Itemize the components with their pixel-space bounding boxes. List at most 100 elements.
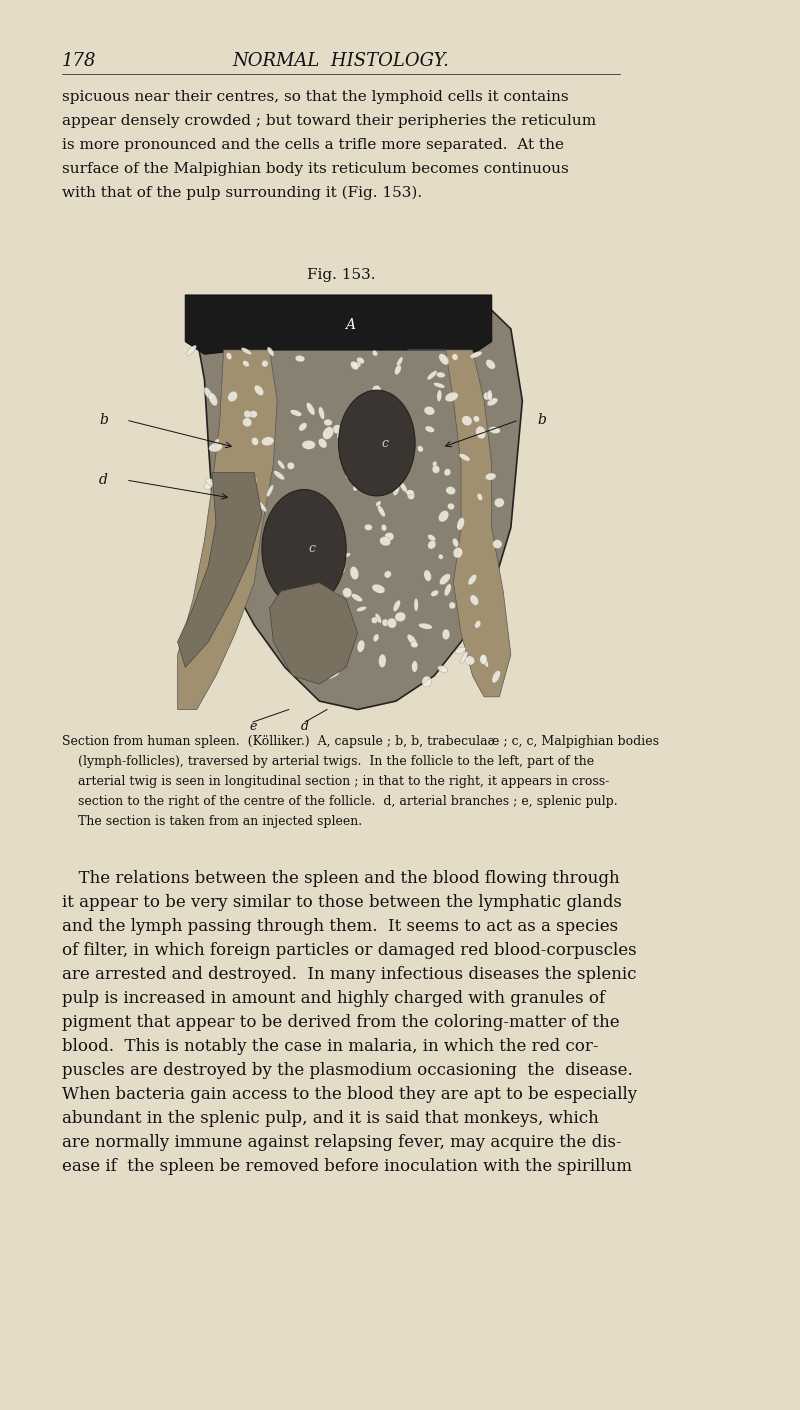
Text: d: d — [99, 472, 108, 486]
Ellipse shape — [209, 392, 218, 406]
Ellipse shape — [226, 352, 232, 360]
Text: abundant in the splenic pulp, and it is said that monkeys, which: abundant in the splenic pulp, and it is … — [62, 1110, 598, 1127]
Text: The section is taken from an injected spleen.: The section is taken from an injected sp… — [62, 815, 362, 828]
Text: d: d — [301, 721, 309, 733]
Ellipse shape — [332, 568, 338, 574]
Polygon shape — [186, 295, 492, 354]
Ellipse shape — [358, 419, 366, 429]
Ellipse shape — [430, 591, 438, 596]
Ellipse shape — [428, 540, 436, 548]
Ellipse shape — [460, 651, 468, 664]
Text: c: c — [382, 437, 388, 450]
Ellipse shape — [449, 602, 455, 609]
Ellipse shape — [384, 571, 391, 578]
Ellipse shape — [474, 416, 479, 422]
Ellipse shape — [424, 570, 431, 581]
Ellipse shape — [376, 501, 381, 506]
Ellipse shape — [438, 510, 449, 522]
Ellipse shape — [397, 357, 403, 367]
Ellipse shape — [486, 360, 495, 369]
Ellipse shape — [302, 440, 315, 450]
Ellipse shape — [410, 642, 418, 647]
Ellipse shape — [297, 539, 304, 547]
Ellipse shape — [414, 598, 418, 612]
Ellipse shape — [487, 391, 492, 400]
Ellipse shape — [390, 436, 398, 448]
Ellipse shape — [249, 410, 258, 417]
Ellipse shape — [372, 584, 385, 594]
Ellipse shape — [319, 643, 326, 647]
Ellipse shape — [438, 666, 448, 673]
Ellipse shape — [375, 613, 382, 623]
Ellipse shape — [378, 654, 386, 668]
Ellipse shape — [446, 486, 455, 495]
Polygon shape — [407, 350, 511, 697]
Ellipse shape — [445, 392, 458, 402]
Ellipse shape — [468, 574, 477, 585]
Ellipse shape — [351, 594, 362, 602]
Ellipse shape — [494, 498, 504, 508]
Ellipse shape — [353, 362, 361, 368]
Ellipse shape — [318, 439, 327, 448]
Ellipse shape — [257, 501, 266, 512]
Text: spicuous near their centres, so that the lymphoid cells it contains: spicuous near their centres, so that the… — [62, 90, 569, 104]
Ellipse shape — [398, 457, 403, 462]
Text: arterial twig is seen in longitudinal section ; in that to the right, it appears: arterial twig is seen in longitudinal se… — [62, 776, 610, 788]
Ellipse shape — [333, 424, 342, 434]
Ellipse shape — [398, 464, 404, 477]
Ellipse shape — [466, 656, 474, 666]
Text: surface of the Malpighian body its reticulum becomes continuous: surface of the Malpighian body its retic… — [62, 162, 569, 176]
Text: The relations between the spleen and the blood flowing through: The relations between the spleen and the… — [62, 870, 620, 887]
Ellipse shape — [320, 502, 330, 509]
Ellipse shape — [318, 560, 323, 565]
Ellipse shape — [268, 544, 280, 551]
Text: and the lymph passing through them.  It seems to act as a species: and the lymph passing through them. It s… — [62, 918, 618, 935]
Ellipse shape — [346, 472, 351, 479]
Ellipse shape — [442, 629, 450, 640]
Ellipse shape — [290, 410, 302, 416]
Text: it appear to be very similar to those between the lymphatic glands: it appear to be very similar to those be… — [62, 894, 622, 911]
Ellipse shape — [243, 495, 247, 501]
Ellipse shape — [338, 553, 350, 558]
Ellipse shape — [437, 389, 442, 402]
Ellipse shape — [398, 464, 408, 470]
Ellipse shape — [493, 540, 502, 548]
Polygon shape — [197, 299, 522, 709]
Ellipse shape — [373, 634, 379, 642]
Text: blood.  This is notably the case in malaria, in which the red cor-: blood. This is notably the case in malar… — [62, 1038, 598, 1055]
Ellipse shape — [407, 634, 417, 646]
Ellipse shape — [454, 547, 462, 558]
Ellipse shape — [433, 461, 437, 467]
Text: b: b — [99, 413, 108, 427]
Ellipse shape — [387, 618, 397, 627]
Ellipse shape — [399, 481, 407, 492]
Ellipse shape — [453, 539, 458, 547]
Text: section to the right of the centre of the follicle.  d, arterial branches ; e, s: section to the right of the centre of th… — [62, 795, 618, 808]
Polygon shape — [270, 582, 358, 684]
Ellipse shape — [186, 345, 196, 355]
Ellipse shape — [436, 372, 445, 378]
Ellipse shape — [379, 537, 390, 546]
Ellipse shape — [318, 406, 325, 419]
Ellipse shape — [427, 371, 437, 379]
Ellipse shape — [371, 618, 378, 623]
Ellipse shape — [324, 419, 332, 426]
Ellipse shape — [314, 595, 323, 603]
Ellipse shape — [230, 478, 238, 485]
Polygon shape — [178, 472, 262, 667]
Text: When bacteria gain access to the blood they are apt to be especially: When bacteria gain access to the blood t… — [62, 1086, 637, 1103]
Ellipse shape — [214, 439, 219, 444]
Text: of filter, in which foreign particles or damaged red blood-corpuscles: of filter, in which foreign particles or… — [62, 942, 637, 959]
Text: b: b — [537, 413, 546, 427]
Ellipse shape — [474, 620, 481, 629]
Ellipse shape — [428, 534, 436, 541]
Ellipse shape — [396, 407, 407, 420]
Ellipse shape — [438, 354, 449, 365]
Ellipse shape — [372, 385, 381, 396]
Ellipse shape — [282, 584, 294, 592]
Ellipse shape — [244, 410, 251, 417]
Ellipse shape — [337, 431, 346, 441]
Text: ease if  the spleen be removed before inoculation with the spirillum: ease if the spleen be removed before ino… — [62, 1158, 632, 1175]
Text: is more pronounced and the cells a trifle more separated.  At the: is more pronounced and the cells a trifl… — [62, 138, 564, 152]
Text: 178: 178 — [62, 52, 97, 70]
